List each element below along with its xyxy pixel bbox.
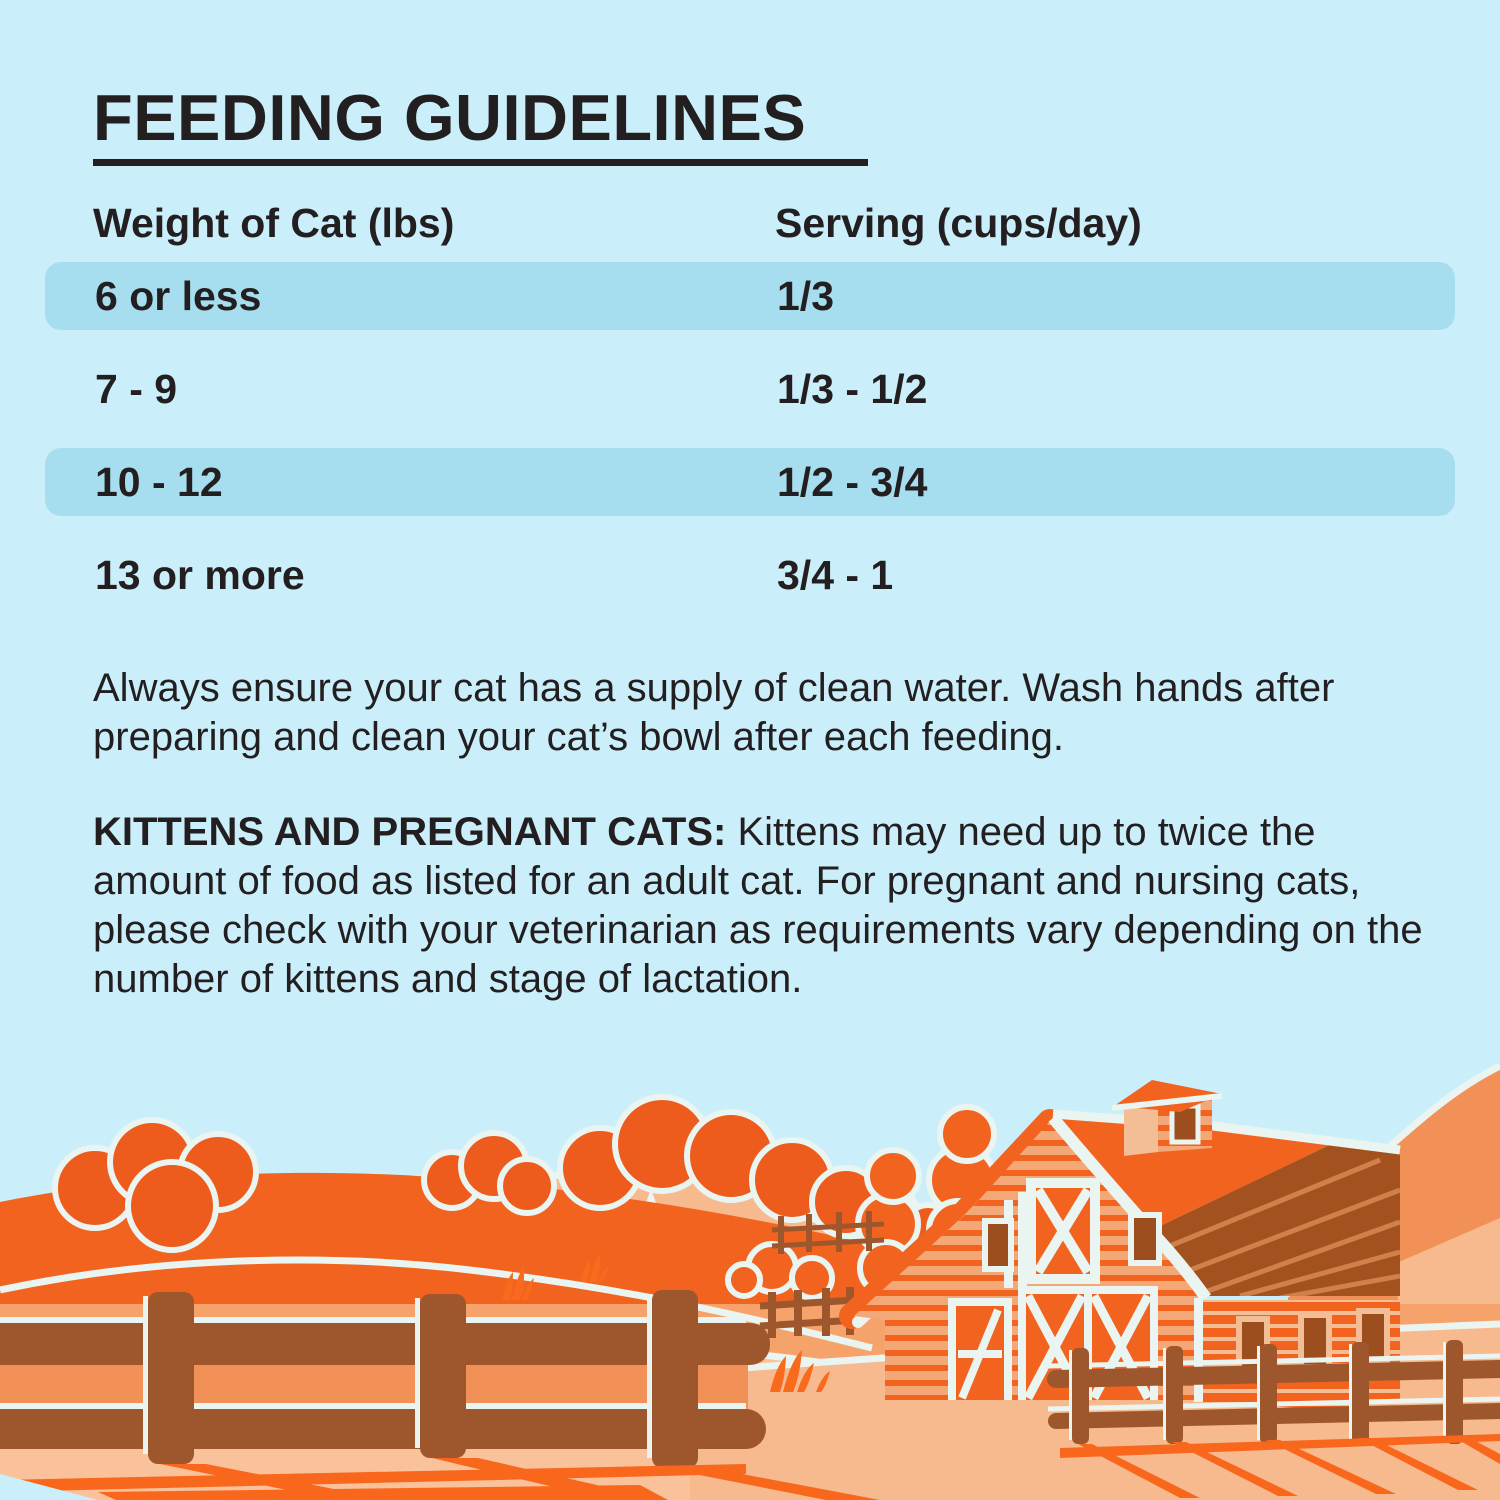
weight-cell: 13 or more <box>95 551 305 598</box>
water-note: Always ensure your cat has a supply of c… <box>93 666 1335 759</box>
serving-cell: 3/4 - 1 <box>777 551 894 598</box>
table-row: 10 - 12 1/2 - 3/4 <box>45 448 1455 516</box>
kittens-note-text: Kittens may need up to twice the amount … <box>93 810 1423 1001</box>
paddock-fence <box>1047 1340 1500 1498</box>
kittens-note-label: KITTENS AND PREGNANT CATS: <box>93 810 727 854</box>
serving-column-header: Serving (cups/day) <box>775 200 1142 246</box>
grass-tufts <box>502 1254 830 1392</box>
road-corner <box>0 1474 98 1500</box>
table-row: 6 or less 1/3 <box>45 262 1455 330</box>
weight-cell: 6 or less <box>95 272 262 319</box>
title-underline <box>93 159 868 166</box>
foreground-fence <box>0 1290 880 1500</box>
distant-fence <box>759 1211 885 1338</box>
table-row: 13 or more 3/4 - 1 <box>45 541 1455 609</box>
page-title: FEEDING GUIDELINES <box>93 81 807 154</box>
kittens-note: KITTENS AND PREGNANT CATS: Kittens may n… <box>93 808 1455 1004</box>
cupola <box>1111 1080 1223 1156</box>
table-header-row: Weight of Cat (lbs) Serving (cups/day) <box>93 200 1455 247</box>
fence-shadows <box>1060 1434 1500 1498</box>
serving-cell: 1/3 <box>777 272 834 319</box>
hayloft-window <box>1004 1178 1100 1288</box>
weight-cell: 7 - 9 <box>95 365 178 412</box>
front-windows <box>982 1212 1162 1272</box>
farm-illustration <box>0 1062 1500 1500</box>
weight-column-header: Weight of Cat (lbs) <box>93 200 455 246</box>
barn-side-door <box>948 1298 1012 1400</box>
feeding-table: 6 or less 1/3 7 - 9 1/3 - 1/2 10 - 12 1/… <box>45 262 1455 634</box>
serving-cell: 1/3 - 1/2 <box>777 365 928 412</box>
serving-cell: 1/2 - 3/4 <box>777 458 928 505</box>
weight-cell: 10 - 12 <box>95 458 223 505</box>
table-row: 7 - 9 1/3 - 1/2 <box>45 355 1455 423</box>
